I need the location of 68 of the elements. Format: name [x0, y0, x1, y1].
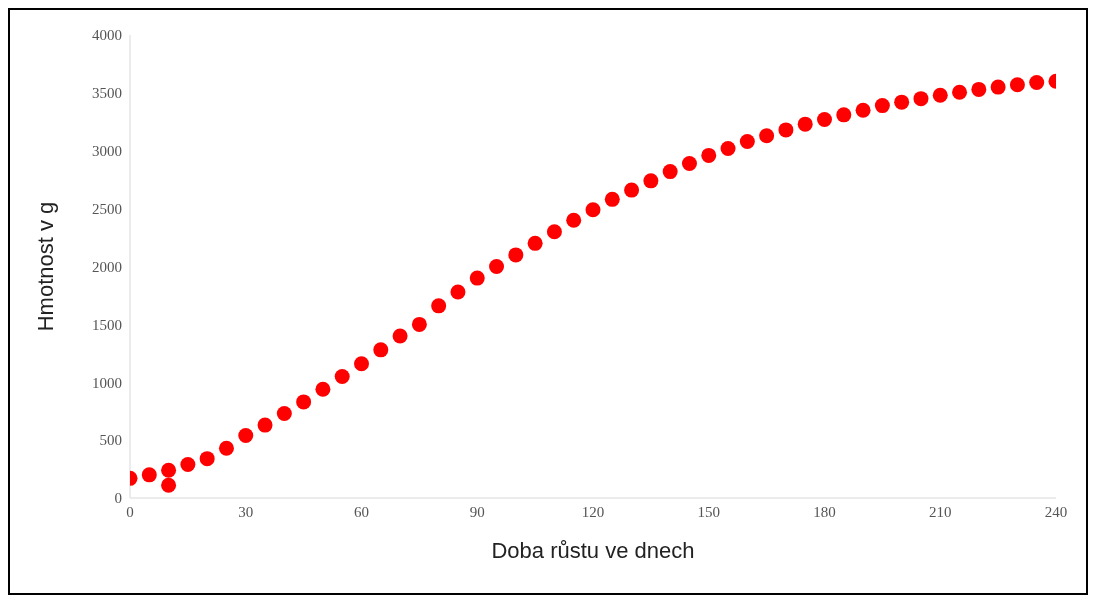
point	[952, 84, 968, 100]
point	[257, 417, 273, 433]
point	[643, 173, 659, 189]
point	[431, 298, 447, 314]
y-tick-label: 500	[99, 432, 122, 449]
y-axis-title: Hmotnost v g	[32, 201, 58, 332]
point	[1009, 77, 1025, 93]
point	[566, 212, 582, 228]
point	[296, 394, 312, 410]
x-tick-label: 240	[1044, 503, 1068, 520]
point	[604, 191, 620, 207]
point	[546, 224, 562, 240]
point	[720, 140, 736, 156]
point	[836, 107, 852, 123]
point	[161, 462, 177, 478]
point	[315, 381, 331, 397]
point	[354, 356, 369, 372]
point	[489, 259, 505, 274]
point	[527, 235, 543, 251]
y-tick-label: 1000	[92, 374, 122, 391]
x-tick-label: 120	[581, 503, 605, 520]
point	[990, 79, 1006, 95]
x-tick-label: 30	[238, 503, 254, 520]
point	[874, 98, 890, 114]
point	[585, 202, 601, 218]
point	[218, 440, 234, 456]
point	[161, 477, 177, 493]
point	[334, 368, 350, 384]
point	[817, 112, 832, 127]
y-tick-label: 0	[114, 490, 122, 507]
point	[392, 328, 408, 344]
point	[411, 316, 427, 332]
point	[913, 91, 929, 107]
y-tick-label: 2500	[92, 200, 122, 217]
y-tick-label: 1500	[92, 316, 122, 333]
point	[141, 467, 157, 483]
point	[855, 102, 871, 118]
x-tick-label: 180	[813, 503, 836, 520]
point	[624, 182, 640, 198]
x-tick-label: 150	[697, 503, 720, 520]
point	[1029, 74, 1045, 90]
point	[894, 94, 910, 110]
y-tick-label: 3500	[92, 85, 122, 102]
x-tick-label: 60	[354, 503, 369, 520]
x-tick-label: 0	[126, 503, 134, 520]
point	[276, 406, 292, 421]
point	[373, 342, 389, 358]
y-tick-label: 2000	[92, 258, 122, 275]
point	[469, 270, 485, 286]
x-tick-label: 210	[929, 503, 952, 520]
point	[778, 122, 794, 138]
point	[662, 164, 678, 180]
point	[681, 155, 697, 171]
x-tick-label: 90	[469, 503, 485, 520]
x-axis-title: Doba růstu ve dnech	[491, 538, 695, 563]
y-tick-label: 4000	[92, 27, 122, 44]
point	[932, 87, 948, 103]
point	[971, 81, 987, 97]
point	[759, 128, 775, 144]
point	[701, 147, 717, 163]
point	[180, 456, 196, 472]
y-tick-label: 3000	[92, 143, 122, 160]
point	[739, 133, 755, 149]
point	[199, 451, 215, 467]
point	[238, 428, 254, 443]
point	[508, 247, 524, 263]
point	[450, 284, 466, 300]
point	[797, 116, 813, 132]
